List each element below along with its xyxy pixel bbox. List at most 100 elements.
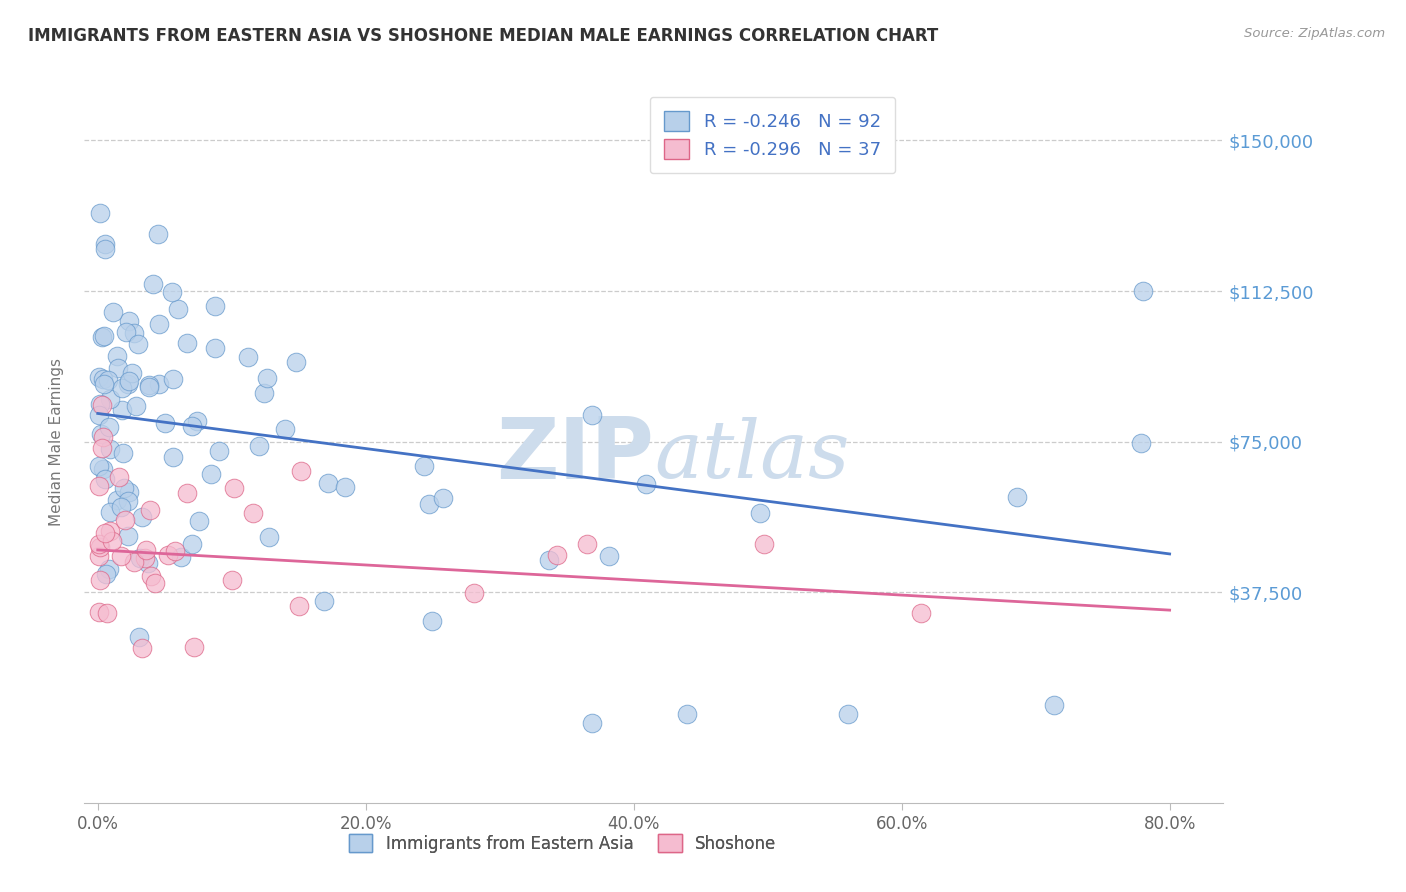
Point [546, 548, 568, 562]
Point [204, 341, 226, 355]
Point [117, 374, 139, 388]
Point [1043, 698, 1066, 713]
Point [93, 372, 115, 386]
Point [138, 378, 160, 392]
Point [98, 505, 121, 519]
Point [112, 481, 135, 495]
Point [111, 381, 134, 395]
Point [107, 469, 129, 483]
Point [221, 573, 243, 587]
Point [117, 494, 139, 508]
Point [94, 472, 117, 486]
Point [105, 349, 128, 363]
Point [139, 503, 162, 517]
Point [121, 366, 143, 380]
Point [148, 317, 170, 331]
Point [87, 408, 110, 422]
Point [463, 586, 485, 600]
Point [538, 552, 561, 566]
Point [98, 524, 121, 538]
Legend: Immigrants from Eastern Asia, Shoshone: Immigrants from Eastern Asia, Shoshone [342, 828, 783, 860]
Point [134, 550, 156, 565]
Point [1129, 435, 1152, 450]
Point [183, 640, 205, 654]
Point [318, 475, 340, 490]
Point [131, 641, 153, 656]
Point [135, 542, 157, 557]
Point [107, 361, 129, 376]
Point [581, 715, 603, 730]
Point [101, 305, 124, 319]
Point [127, 336, 149, 351]
Point [98, 442, 121, 457]
Point [87, 606, 110, 620]
Point [125, 399, 148, 413]
Point [100, 533, 122, 548]
Point [1005, 490, 1028, 504]
Point [256, 371, 278, 385]
Point [418, 497, 440, 511]
Point [98, 420, 121, 434]
Point [90, 426, 112, 441]
Point [420, 614, 443, 628]
Point [634, 477, 657, 491]
Point [153, 416, 176, 430]
Point [97, 373, 120, 387]
Point [170, 549, 193, 564]
Text: Source: ZipAtlas.com: Source: ZipAtlas.com [1244, 27, 1385, 40]
Point [129, 550, 152, 565]
Point [257, 530, 280, 544]
Point [90, 442, 112, 456]
Point [87, 537, 110, 551]
Point [111, 402, 134, 417]
Point [156, 548, 179, 562]
Point [89, 397, 111, 411]
Point [204, 299, 226, 313]
Point [93, 377, 115, 392]
Text: IMMIGRANTS FROM EASTERN ASIA VS SHOSHONE MEDIAN MALE EARNINGS CORRELATION CHART: IMMIGRANTS FROM EASTERN ASIA VS SHOSHONE… [28, 27, 938, 45]
Point [285, 355, 308, 369]
Point [98, 392, 121, 406]
Point [676, 707, 699, 722]
Point [110, 500, 132, 515]
Point [136, 556, 159, 570]
Point [242, 506, 264, 520]
Point [576, 537, 599, 551]
Point [143, 576, 166, 591]
Point [131, 510, 153, 524]
Point [114, 513, 136, 527]
Point [89, 206, 111, 220]
Point [749, 506, 772, 520]
Point [148, 376, 170, 391]
Point [91, 462, 114, 476]
Text: ZIP: ZIP [496, 415, 654, 498]
Point [167, 302, 190, 317]
Point [96, 606, 118, 620]
Point [335, 480, 357, 494]
Point [288, 599, 311, 614]
Point [93, 329, 115, 343]
Text: atlas: atlas [654, 417, 849, 495]
Point [91, 330, 114, 344]
Point [274, 422, 297, 436]
Point [180, 419, 202, 434]
Y-axis label: Median Male Earnings: Median Male Earnings [49, 358, 63, 525]
Point [114, 326, 136, 340]
Point [124, 555, 146, 569]
Point [837, 707, 859, 722]
Point [138, 380, 160, 394]
Point [110, 549, 132, 564]
Point [186, 414, 208, 428]
Point [146, 227, 169, 242]
Point [93, 236, 115, 251]
Point [176, 336, 198, 351]
Point [118, 484, 141, 499]
Point [93, 242, 115, 256]
Point [181, 537, 204, 551]
Point [910, 607, 932, 621]
Point [208, 443, 231, 458]
Point [162, 450, 184, 465]
Point [93, 525, 115, 540]
Point [128, 630, 150, 644]
Point [754, 536, 776, 550]
